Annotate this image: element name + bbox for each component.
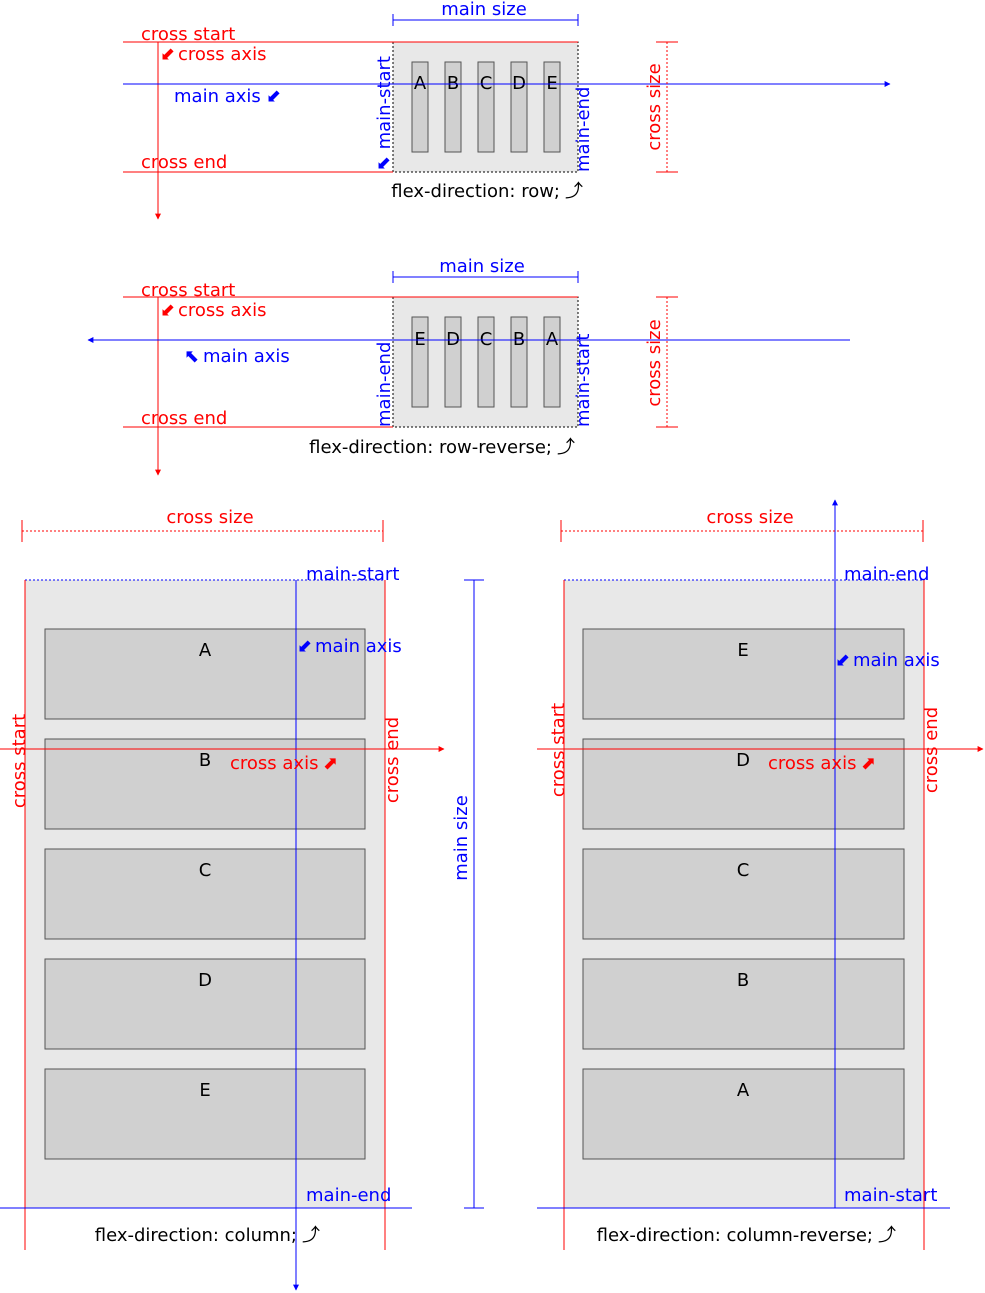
- curved-arrow-icon: ⤴: [557, 437, 575, 458]
- main-start-label: main-start: [374, 56, 395, 149]
- flex-item: [582, 958, 905, 1050]
- cross-start-label: cross start: [141, 24, 235, 45]
- flex-item: [582, 848, 905, 940]
- curved-arrow-icon: ⤴: [565, 181, 583, 202]
- flex-item: [582, 738, 905, 830]
- diagram-caption: flex-direction: row;: [391, 181, 560, 202]
- small-arrow-icon: ⬋: [160, 44, 175, 65]
- flex-items: E D C B A: [582, 628, 905, 1160]
- small-arrow-icon: ⬈: [323, 753, 338, 774]
- diagram-column: A B C D E cross size main size main-star…: [0, 507, 484, 1291]
- cross-start-label: cross start: [141, 280, 235, 301]
- cross-end-label: cross end: [141, 152, 227, 173]
- flex-item: [582, 628, 905, 720]
- main-axis-label: main axis: [853, 650, 940, 671]
- cross-end-label: cross end: [382, 717, 403, 803]
- main-end-label: main-end: [306, 1185, 391, 1206]
- flex-item: [44, 1068, 366, 1160]
- flex-item-label: B: [199, 750, 211, 771]
- cross-end-label: cross end: [921, 707, 942, 793]
- main-axis-label: main axis: [174, 86, 261, 107]
- main-axis-label: main axis: [315, 636, 402, 657]
- main-end-label: main-end: [573, 87, 594, 172]
- flex-item: [44, 738, 366, 830]
- cross-size-label: cross size: [644, 319, 665, 406]
- cross-end-label: cross end: [141, 408, 227, 429]
- cross-axis-label: cross axis: [768, 753, 856, 774]
- main-start-label: main-start: [844, 1185, 937, 1206]
- flex-item-label: E: [199, 1080, 210, 1101]
- main-start-label: main-start: [306, 564, 399, 585]
- main-size-label: main size: [451, 795, 472, 881]
- cross-size-label: cross size: [706, 507, 793, 528]
- cross-start-label: cross start: [9, 714, 30, 808]
- small-arrow-icon: ⬋: [835, 650, 850, 671]
- main-size-label: main size: [439, 256, 525, 277]
- small-arrow-icon: ⬈: [861, 753, 876, 774]
- flex-item: [44, 958, 366, 1050]
- flex-item: [44, 628, 366, 720]
- main-start-label: main-start: [573, 334, 594, 427]
- diagram-row: A B C D E main size cross size cross sta…: [123, 0, 891, 220]
- flex-item-label: D: [736, 750, 750, 771]
- flex-item-label: A: [199, 640, 212, 661]
- small-arrow-icon: ⬉: [184, 346, 199, 367]
- small-arrow-icon: ⬋: [376, 153, 391, 174]
- cross-start-label: cross start: [548, 703, 569, 797]
- flex-item-label: A: [737, 1080, 750, 1101]
- cross-axis-label: cross axis: [178, 300, 266, 321]
- diagram-caption: flex-direction: column-reverse;: [597, 1225, 873, 1246]
- main-axis-label: main axis: [203, 346, 290, 367]
- flex-item-label: D: [198, 970, 212, 991]
- main-end-label: main-end: [374, 342, 395, 427]
- diagram-column-reverse: E D C B A cross size main-end main-start…: [537, 499, 984, 1250]
- curved-arrow-icon: ⤴: [302, 1225, 320, 1246]
- flex-item-label: C: [199, 860, 212, 881]
- diagram-caption: flex-direction: column;: [95, 1225, 297, 1246]
- cross-axis-label: cross axis: [178, 44, 266, 65]
- cross-size-label: cross size: [644, 63, 665, 150]
- small-arrow-icon: ⬋: [160, 300, 175, 321]
- flex-item-label: C: [737, 860, 750, 881]
- flex-item: [44, 848, 366, 940]
- cross-size-label: cross size: [166, 507, 253, 528]
- main-size-label: main size: [441, 0, 527, 20]
- cross-axis-label: cross axis: [230, 753, 318, 774]
- main-end-label: main-end: [844, 564, 929, 585]
- flex-item-label: B: [737, 970, 749, 991]
- diagram-caption: flex-direction: row-reverse;: [309, 437, 552, 458]
- flex-item: [582, 1068, 905, 1160]
- flex-item-label: E: [737, 640, 748, 661]
- small-arrow-icon: ⬋: [266, 86, 281, 107]
- flex-items: A B C D E: [44, 628, 366, 1160]
- small-arrow-icon: ⬋: [297, 636, 312, 657]
- diagram-row-reverse: E D C B A main size cross size cross sta…: [87, 256, 850, 476]
- curved-arrow-icon: ⤴: [878, 1225, 896, 1246]
